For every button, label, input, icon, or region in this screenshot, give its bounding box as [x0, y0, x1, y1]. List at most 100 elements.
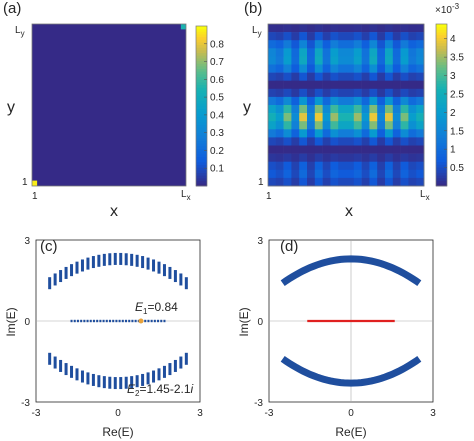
heatmap-b-cell [392, 129, 401, 138]
heatmap-b-cell [307, 161, 316, 171]
heatmap-b-cell [307, 40, 316, 49]
heatmap-b-cell [275, 24, 284, 33]
colorbar-segment [196, 39, 207, 43]
heatmap-b-cell [299, 161, 308, 171]
colorbar-segment [196, 103, 207, 107]
heatmap-b-cell [353, 72, 362, 81]
colorbar-segment [436, 175, 447, 179]
heatmap-b-cell [275, 153, 284, 162]
heatmap-b-cell [283, 113, 292, 122]
eigenvalue-mark [157, 261, 161, 274]
heatmap-b-cell [353, 153, 362, 162]
heatmap-b-cell [408, 40, 417, 49]
heatmap-b-cell [353, 113, 362, 122]
heatmap-b-cell [408, 88, 417, 98]
heatmap-b-cell [369, 177, 378, 187]
heatmap-b-cell [299, 88, 308, 98]
colorbar-segment [196, 146, 207, 150]
eigenvalue-mark [86, 372, 90, 385]
xtick-left-a: 1 [32, 191, 38, 202]
eigenvalue-mark [102, 253, 106, 266]
heatmap-b-cell [338, 32, 347, 41]
real-eigenvalue-mark [80, 319, 83, 323]
eigenvalue-mark [119, 377, 123, 390]
heatmap-b-cell [400, 96, 409, 106]
heatmap-b-cell [377, 40, 386, 49]
heatmap-b-cell [361, 105, 370, 114]
xlabel-a: x [110, 203, 118, 220]
heatmap-b-cell [392, 40, 401, 49]
heatmap-b-cell [291, 24, 300, 33]
colorbar-segment [436, 172, 447, 176]
heatmap-b-cell [275, 56, 284, 65]
colorbar-segment [436, 183, 447, 187]
heatmap-b-cell [291, 105, 300, 114]
colorbar-segment [436, 169, 447, 173]
heatmap-b-cell [416, 177, 425, 187]
heatmap-b-cell [400, 56, 409, 65]
eigenvalue-mark [53, 273, 57, 286]
real-eigenvalue-mark [86, 319, 89, 323]
heatmap-b-cell [330, 129, 339, 138]
heatmap-b-cell [400, 161, 409, 171]
heatmap-b-cell [346, 153, 355, 162]
eigenvalue-mark [152, 370, 156, 383]
real-eigenvalue-mark [160, 319, 163, 323]
eigenvalue-mark [113, 377, 117, 390]
heatmap-b-cell [377, 153, 386, 162]
colorbar-segment [436, 45, 447, 49]
heatmap-b-cell [346, 80, 355, 90]
ylabel-a: y [7, 99, 15, 116]
heatmap-b-cell [330, 105, 339, 114]
colorbar-segment [196, 58, 207, 62]
heatmap-b-cell [299, 169, 308, 179]
heatmap-b-cell [322, 105, 331, 114]
heatmap-b-cell [330, 121, 339, 130]
colorbar-segment [196, 172, 207, 176]
heatmap-b-cell [291, 88, 300, 98]
heatmap-b-cell [275, 129, 284, 138]
heatmap-b-cell [353, 105, 362, 114]
colorbar-segment [436, 64, 447, 68]
heatmap-b-cell [330, 153, 339, 162]
heatmap-b-cell [377, 72, 386, 81]
heatmap-b-cell [385, 121, 394, 130]
colorbar-segment [196, 124, 207, 128]
heatmap-b-cell [369, 113, 378, 122]
heatmap-b-cell [314, 129, 323, 138]
heatmap-b-cell [275, 64, 284, 73]
ylabel-b: y [243, 99, 251, 116]
eigenvalue-mark [135, 375, 139, 388]
heatmap-a [32, 24, 186, 186]
heatmap-b-cell [416, 153, 425, 162]
heatmap-b-cell [283, 137, 292, 146]
heatmap-b-cell [361, 24, 370, 33]
heatmap-b-cell [330, 24, 339, 33]
heatmap-b-cell [416, 145, 425, 154]
colorbar-segment [436, 105, 447, 109]
heatmap-b-cell [307, 56, 316, 65]
heatmap-b-cell [299, 64, 308, 73]
real-eigenvalue-mark [131, 319, 134, 323]
colorbar-tick-label: 1 [450, 145, 456, 156]
heatmap-b-cell [283, 24, 292, 33]
colorbar-segment [196, 119, 207, 123]
ytick-c-bottom: -3 [21, 398, 30, 409]
colorbar-segment [436, 161, 447, 165]
heatmap-b-cell [322, 137, 331, 146]
eigenvalue-mark [75, 261, 79, 274]
heatmap-b-cell [322, 72, 331, 81]
heatmap-b-cell [322, 177, 331, 187]
heatmap-b-cell [307, 129, 316, 138]
heatmap-b-cell [400, 113, 409, 122]
heatmap-b-cell [408, 96, 417, 106]
real-eigenvalue-mark [99, 319, 102, 323]
colorbar-segment [436, 115, 447, 119]
ytick-top-b: Ly [252, 25, 262, 38]
colorbar-segment [196, 167, 207, 171]
eigenvalue-mark [53, 356, 57, 369]
heatmap-b-cell [416, 72, 425, 81]
colorbar-segment [436, 29, 447, 33]
heatmap-b-cell [291, 121, 300, 130]
